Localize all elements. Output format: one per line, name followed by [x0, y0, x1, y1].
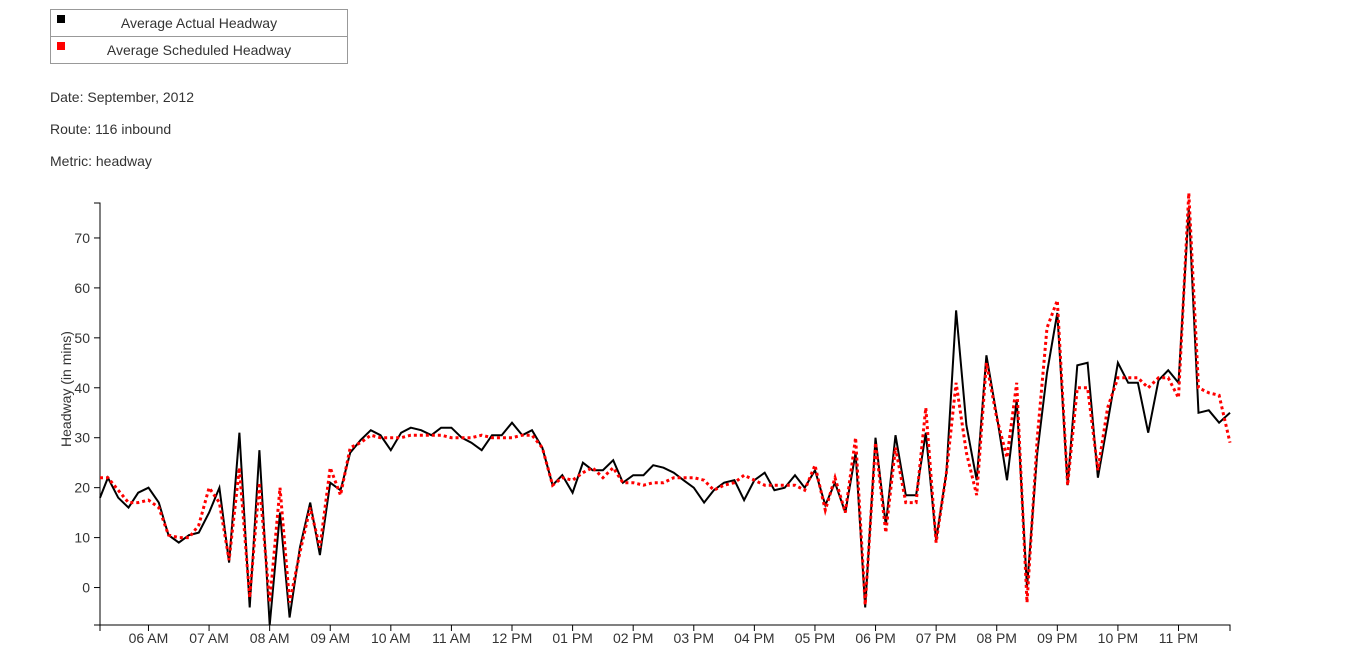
y-tick-label-10: 10 — [74, 530, 90, 546]
y-tick-label-50: 50 — [74, 330, 90, 346]
legend-item-scheduled[interactable]: Average Scheduled Headway — [50, 37, 348, 64]
x-tick-label-15: 09 PM — [1037, 630, 1077, 646]
legend: Average Actual Headway Average Scheduled… — [50, 9, 348, 64]
route-value: 116 inbound — [95, 121, 172, 137]
actual-headway-line — [99, 207, 1231, 626]
scheduled-headway-line — [100, 192, 1232, 606]
y-tick-label-40: 40 — [74, 380, 90, 396]
metric-value: headway — [95, 153, 152, 169]
y-tick-label-30: 30 — [74, 430, 90, 446]
date-info: Date: September, 2012 — [50, 89, 194, 105]
x-tick-label-5: 11 AM — [432, 630, 471, 646]
legend-swatch-actual — [57, 15, 65, 23]
x-axis-line — [99, 624, 1231, 631]
x-tick-label-10: 04 PM — [734, 630, 774, 646]
y-axis-line — [94, 202, 101, 626]
metric-info: Metric: headway — [50, 153, 152, 169]
x-tick-label-7: 01 PM — [552, 630, 592, 646]
x-tick-label-1: 07 AM — [189, 630, 229, 646]
legend-swatch-scheduled — [57, 42, 65, 50]
x-tick-label-4: 10 AM — [371, 630, 411, 646]
x-tick-label-8: 02 PM — [613, 630, 653, 646]
legend-item-actual[interactable]: Average Actual Headway — [50, 9, 348, 37]
x-tick-label-6: 12 PM — [492, 630, 532, 646]
metric-label: Metric: — [50, 153, 92, 169]
x-tick-label-11: 05 PM — [795, 630, 835, 646]
legend-label-actual: Average Actual Headway — [120, 15, 278, 31]
x-tick-label-16: 10 PM — [1098, 630, 1138, 646]
y-tick-label-70: 70 — [74, 230, 90, 246]
x-tick-label-9: 03 PM — [674, 630, 714, 646]
date-label: Date: — [50, 89, 84, 105]
x-tick-label-2: 08 AM — [250, 630, 290, 646]
y-tick-label-20: 20 — [74, 480, 90, 496]
x-tick-label-14: 08 PM — [976, 630, 1016, 646]
x-tick-label-3: 09 AM — [310, 630, 350, 646]
x-tick-label-12: 06 PM — [855, 630, 895, 646]
route-label: Route: — [50, 121, 92, 137]
y-axis-title: Headway (in mins) — [58, 331, 74, 447]
x-tick-label-13: 07 PM — [916, 630, 956, 646]
legend-label-scheduled: Average Scheduled Headway — [106, 42, 292, 58]
x-tick-label-17: 11 PM — [1159, 630, 1198, 646]
x-tick-label-0: 06 AM — [129, 630, 169, 646]
route-info: Route: 116 inbound — [50, 121, 171, 137]
date-value: September, 2012 — [87, 89, 194, 105]
y-tick-label-60: 60 — [74, 280, 90, 296]
y-tick-label-0: 0 — [82, 580, 90, 596]
